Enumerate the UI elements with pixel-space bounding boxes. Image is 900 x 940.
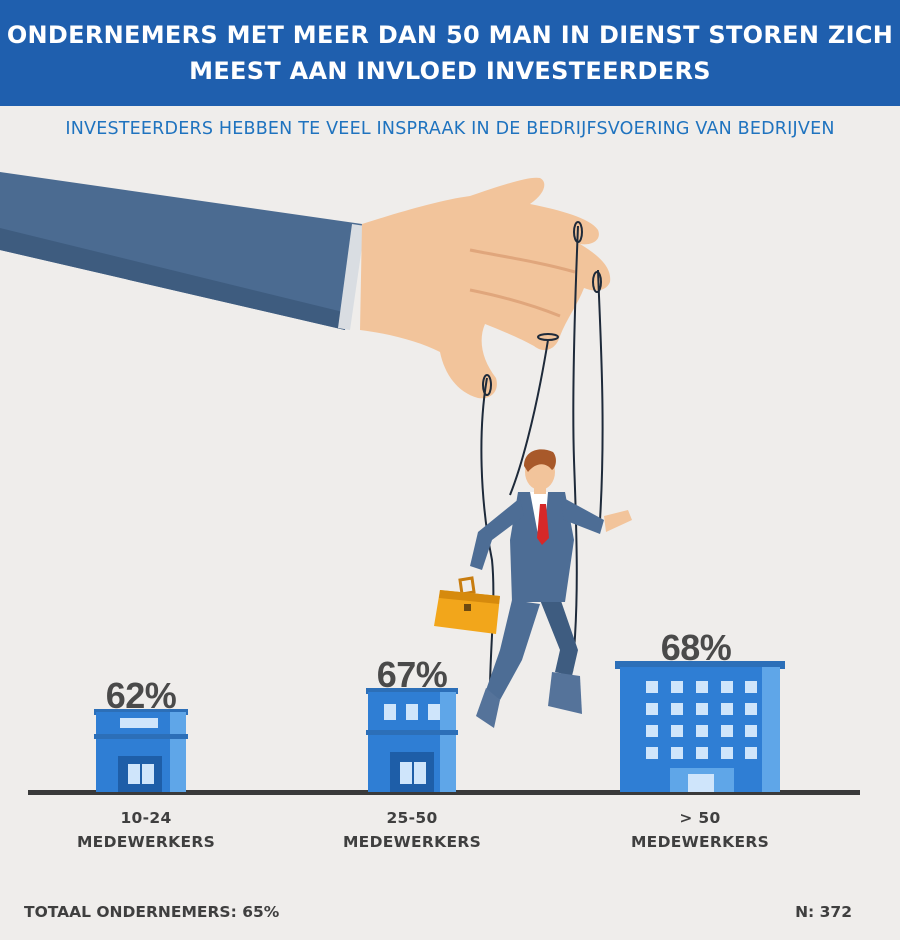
category-label-50-plus: > 50 MEDEWERKERS bbox=[600, 806, 800, 854]
building-icon bbox=[366, 688, 458, 792]
category-label-10-24: 10-24 MEDEWERKERS bbox=[46, 806, 246, 854]
header-banner: ONDERNEMERS MET MEER DAN 50 MAN IN DIENS… bbox=[0, 0, 900, 106]
category-label-line: MEDEWERKERS bbox=[76, 833, 216, 851]
briefcase-icon bbox=[434, 576, 500, 634]
page-subtitle: INVESTEERDERS HEBBEN TE VEEL INSPRAAK IN… bbox=[65, 119, 835, 139]
data-label-10-24: 62% bbox=[105, 675, 177, 716]
category-label-25-50: 25-50 MEDEWERKERS bbox=[312, 806, 512, 854]
sample-size-note: N: 372 bbox=[795, 903, 852, 921]
building-icon bbox=[615, 661, 785, 792]
category-label-line: MEDEWERKERS bbox=[342, 833, 482, 851]
category-label-line: MEDEWERKERS bbox=[630, 833, 770, 851]
data-label-50-plus: 68% bbox=[660, 627, 732, 668]
sleeve-illustration bbox=[0, 172, 365, 330]
puppet-strings bbox=[480, 221, 604, 691]
total-entrepreneurs-note: TOTAAL ONDERNEMERS: 65% bbox=[24, 903, 280, 921]
page-title: ONDERNEMERS MET MEER DAN 50 MAN IN DIENS… bbox=[6, 21, 894, 85]
category-label-line: 25-50 bbox=[386, 809, 438, 827]
data-label-25-50: 67% bbox=[376, 654, 448, 695]
baseline bbox=[28, 790, 860, 795]
category-label-line: 10-24 bbox=[120, 809, 172, 827]
category-label-line: > 50 bbox=[679, 809, 721, 827]
puppet-businessman-illustration bbox=[470, 449, 632, 728]
hand-illustration bbox=[360, 177, 611, 399]
building-icon bbox=[94, 709, 188, 792]
